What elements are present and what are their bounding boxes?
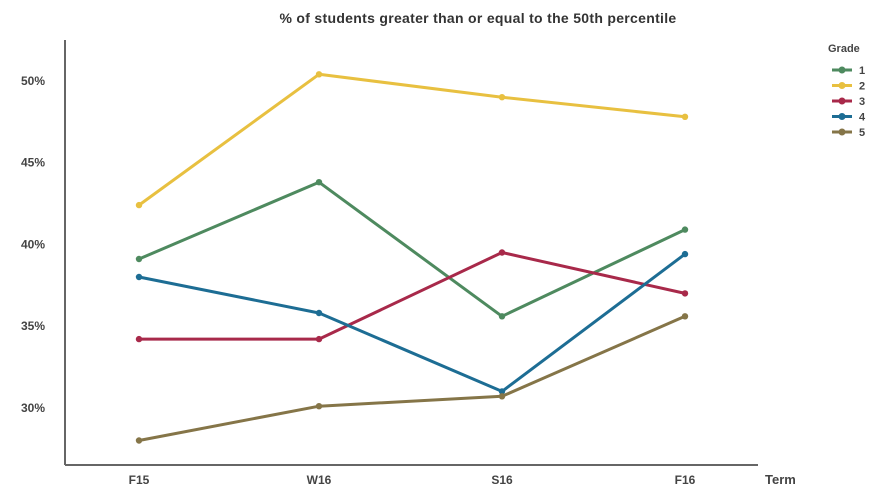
data-point (681, 226, 689, 233)
x-tick-label: W16 (307, 473, 332, 487)
data-point (315, 71, 323, 78)
data-point (135, 255, 143, 263)
y-tick-label: 35% (21, 319, 45, 333)
data-point (135, 273, 143, 281)
chart-title: % of students greater than or equal to t… (279, 10, 676, 26)
data-point (315, 179, 323, 186)
data-point (681, 290, 689, 297)
data-point (498, 249, 506, 256)
x-tick-label: F15 (129, 473, 150, 487)
series-layer (135, 71, 689, 444)
series-grade-3 (135, 249, 689, 343)
legend-marker (838, 66, 846, 74)
x-axis-title: Term (765, 472, 796, 487)
x-tick-labels: F15 W16 S16 F16 (129, 473, 696, 487)
legend-marker (838, 82, 846, 89)
data-point (315, 335, 323, 343)
data-point (135, 437, 143, 444)
legend-label: 1 (859, 65, 865, 77)
series-line-grade-3 (137, 251, 687, 341)
data-point (681, 113, 689, 121)
series-grade-1 (135, 179, 689, 320)
legend-label: 5 (859, 127, 865, 139)
legend-marker (838, 97, 846, 105)
legend-item-grade-3: 3 (832, 96, 865, 108)
data-point (315, 309, 323, 317)
data-point (681, 250, 689, 258)
data-point (498, 393, 506, 400)
legend-label: 3 (859, 96, 865, 108)
legend-item-grade-2: 2 (832, 81, 865, 93)
legend-label: 2 (859, 81, 865, 93)
data-point (135, 201, 143, 209)
series-line-grade-4 (137, 252, 687, 393)
data-point (135, 335, 143, 343)
data-point (681, 313, 689, 320)
y-tick-label: 45% (21, 156, 45, 170)
data-point (315, 403, 323, 410)
data-point (498, 94, 506, 101)
legend-marker (838, 113, 846, 120)
series-grade-4 (135, 250, 689, 395)
y-tick-label: 40% (21, 237, 45, 251)
y-tick-label: 50% (21, 74, 45, 88)
data-point (498, 388, 506, 395)
legend-marker (838, 128, 846, 136)
series-grade-5 (135, 313, 689, 444)
legend-item-grade-1: 1 (832, 65, 865, 77)
x-tick-label: S16 (491, 473, 513, 487)
series-grade-2 (135, 71, 689, 209)
legend-label: 4 (859, 112, 866, 124)
y-tick-label: 30% (21, 401, 45, 415)
series-line-grade-2 (137, 72, 687, 207)
legend-item-grade-4: 4 (832, 112, 866, 124)
x-tick-label: F16 (675, 473, 696, 487)
data-point (498, 313, 506, 320)
legend-item-grade-5: 5 (832, 127, 865, 139)
legend-title: Grade (828, 43, 860, 55)
legend: Grade 1 2 3 4 5 (828, 43, 866, 139)
series-line-grade-5 (137, 314, 687, 442)
y-tick-labels: 30% 35% 40% 45% 50% (21, 74, 45, 415)
